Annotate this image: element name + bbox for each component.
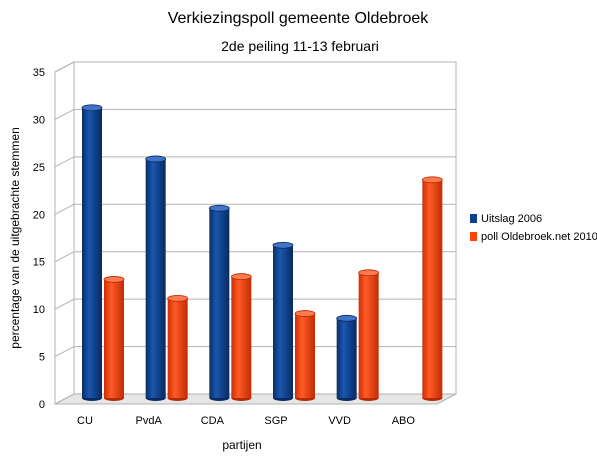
legend: Uitslag 2006 poll Oldebroek.net 2010: [470, 213, 597, 243]
bar-top: [81, 104, 103, 112]
x-axis-ticks: CU PvdA CDA SGP VVD ABO: [77, 415, 415, 427]
bar-body: [273, 245, 293, 398]
x-tick-label: CU: [77, 415, 93, 427]
x-tick-label: ABO: [392, 415, 416, 427]
bar-top: [230, 273, 252, 280]
bars: [81, 104, 443, 401]
y-tick-label: 10: [33, 304, 45, 316]
legend-entry: poll Oldebroek.net 2010: [481, 231, 597, 243]
gridline: [54, 156, 456, 168]
gridlines: [54, 61, 456, 358]
chart-subtitle: 2de peiling 11-13 februari: [221, 38, 379, 54]
bar-top: [145, 155, 167, 163]
gridline: [54, 108, 456, 120]
back-wall: [73, 61, 457, 395]
gridline: [54, 61, 456, 73]
bar-body: [295, 313, 315, 398]
bar-top: [103, 276, 125, 283]
legend-entry: Uitslag 2006: [481, 213, 542, 225]
bar-body: [82, 107, 102, 398]
gridline: [54, 298, 456, 310]
bar-body: [145, 158, 166, 398]
y-tick-label: 0: [39, 399, 45, 411]
legend-swatch: [470, 214, 477, 223]
bar-top: [167, 294, 189, 302]
bar: [81, 104, 103, 401]
bar-body: [358, 272, 379, 398]
bar: [167, 294, 189, 401]
bar: [358, 269, 380, 401]
bar-top: [336, 314, 358, 322]
gridline: [54, 251, 456, 263]
x-tick-label: CDA: [201, 415, 225, 427]
x-tick-label: VVD: [328, 415, 351, 427]
chart-title: Verkiezingspoll gemeente Oldebroek: [168, 10, 430, 27]
bar-top: [272, 241, 294, 249]
gridline: [54, 346, 456, 358]
x-tick-label: SGP: [264, 415, 287, 427]
bar-top: [294, 310, 316, 317]
bar: [421, 176, 443, 401]
bar-top: [421, 176, 443, 184]
bar-top: [208, 204, 230, 212]
bar: [230, 273, 252, 401]
y-tick-label: 25: [33, 162, 45, 174]
bar: [103, 276, 125, 401]
legend-swatch: [470, 232, 477, 241]
bar-body: [209, 208, 230, 398]
side-wall: [54, 61, 75, 405]
y-tick-label: 20: [33, 209, 45, 221]
bar: [336, 314, 358, 401]
y-tick-label: 5: [39, 352, 45, 364]
x-tick-label: PvdA: [136, 415, 163, 427]
bar-body: [231, 276, 252, 398]
y-tick-label: 30: [33, 114, 45, 126]
bar: [272, 241, 294, 401]
gridline: [54, 203, 456, 215]
y-tick-label: 15: [33, 257, 45, 269]
y-tick-label: 35: [33, 67, 45, 79]
bar: [208, 204, 230, 401]
bar-top: [358, 269, 380, 277]
bar-body: [167, 298, 188, 398]
y-axis-label: percentage van de uitgebrachte stemmen: [8, 127, 22, 348]
bar-body: [336, 318, 357, 398]
bar: [145, 155, 167, 401]
y-axis-ticks: 0 5 10 15 20 25 30 35: [33, 67, 45, 411]
bar-body: [104, 279, 124, 398]
bar: [294, 310, 316, 401]
bar-body: [422, 179, 443, 398]
x-axis-label: partijen: [222, 438, 261, 452]
